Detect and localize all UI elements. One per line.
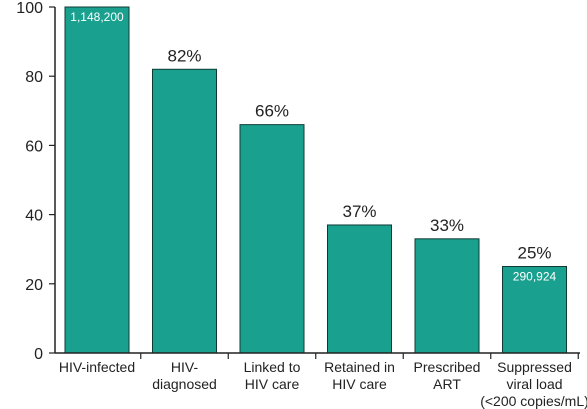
bar-inner-label: 290,924 xyxy=(513,270,557,284)
category-label: HIV care xyxy=(245,376,300,392)
bar xyxy=(64,6,130,354)
category-label: HIV- xyxy=(171,359,199,375)
category-label: Linked to xyxy=(244,359,301,375)
category-label: Prescribed xyxy=(414,359,481,375)
y-tick-label: 0 xyxy=(34,346,43,363)
y-tick-label: 40 xyxy=(25,208,43,225)
category-label: diagnosed xyxy=(152,376,217,392)
bar xyxy=(327,224,392,354)
bar-data-label: 33% xyxy=(430,216,464,235)
labels: 1,148,200 HIV-infected 82% HIV-diagnosed 66%… xyxy=(59,10,587,409)
category-label: HIV-infected xyxy=(59,359,135,375)
bar-data-label: 66% xyxy=(255,102,289,121)
category-label: Suppressed xyxy=(497,359,572,375)
y-tick-label: 80 xyxy=(25,69,43,86)
bar-data-label: 82% xyxy=(167,46,201,65)
bar xyxy=(414,238,480,354)
y-tick-label: 100 xyxy=(16,0,43,17)
y-tick-label: 60 xyxy=(25,138,43,155)
bar xyxy=(502,266,567,354)
bar xyxy=(152,68,217,354)
category-label: HIV care xyxy=(332,376,387,392)
bar-inner-label: 1,148,200 xyxy=(70,10,124,24)
category-label: Retained in xyxy=(324,359,395,375)
bar-data-label: 37% xyxy=(342,202,376,221)
category-label: ART xyxy=(433,376,461,392)
y-axis-ticks: 0 20 40 60 80 100 xyxy=(16,0,579,363)
bar xyxy=(239,124,305,354)
bars xyxy=(64,6,567,354)
category-label: viral load xyxy=(506,376,562,392)
bar-data-label: 25% xyxy=(517,244,551,263)
y-tick-label: 20 xyxy=(25,277,43,294)
category-label: (<200 copies/mL) xyxy=(480,393,587,409)
